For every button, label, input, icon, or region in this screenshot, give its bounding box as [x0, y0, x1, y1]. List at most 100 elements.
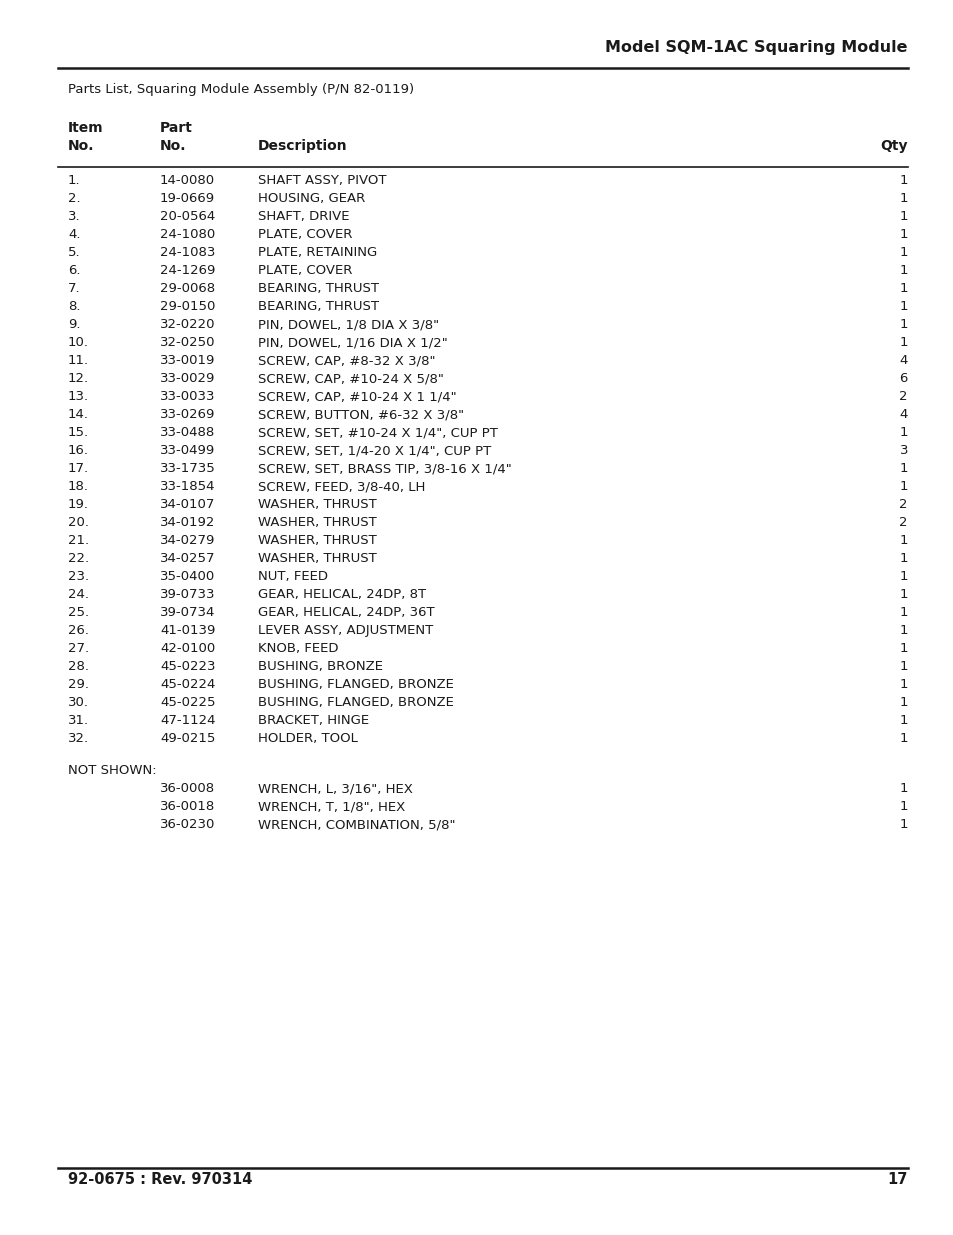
Text: 92-0675 : Rev. 970314: 92-0675 : Rev. 970314: [68, 1172, 253, 1187]
Text: 14-0080: 14-0080: [160, 174, 214, 186]
Text: Qty: Qty: [880, 140, 907, 153]
Text: SCREW, SET, #10-24 X 1/4", CUP PT: SCREW, SET, #10-24 X 1/4", CUP PT: [257, 426, 497, 438]
Text: PIN, DOWEL, 1/16 DIA X 1/2": PIN, DOWEL, 1/16 DIA X 1/2": [257, 336, 447, 350]
Text: 1: 1: [899, 732, 907, 745]
Text: 1: 1: [899, 462, 907, 475]
Text: 19.: 19.: [68, 498, 89, 511]
Text: 21.: 21.: [68, 534, 89, 547]
Text: NUT, FEED: NUT, FEED: [257, 571, 328, 583]
Text: 32-0250: 32-0250: [160, 336, 215, 350]
Text: 8.: 8.: [68, 300, 80, 312]
Text: 11.: 11.: [68, 354, 89, 367]
Text: WRENCH, L, 3/16", HEX: WRENCH, L, 3/16", HEX: [257, 782, 413, 795]
Text: 35-0400: 35-0400: [160, 571, 215, 583]
Text: 1: 1: [899, 659, 907, 673]
Text: 17.: 17.: [68, 462, 89, 475]
Text: 17: 17: [886, 1172, 907, 1187]
Text: 7.: 7.: [68, 282, 81, 295]
Text: HOUSING, GEAR: HOUSING, GEAR: [257, 191, 365, 205]
Text: 24.: 24.: [68, 588, 89, 601]
Text: BUSHING, BRONZE: BUSHING, BRONZE: [257, 659, 382, 673]
Text: GEAR, HELICAL, 24DP, 36T: GEAR, HELICAL, 24DP, 36T: [257, 606, 435, 619]
Text: 34-0107: 34-0107: [160, 498, 215, 511]
Text: 9.: 9.: [68, 317, 80, 331]
Text: 34-0192: 34-0192: [160, 516, 215, 529]
Text: WRENCH, T, 1/8", HEX: WRENCH, T, 1/8", HEX: [257, 800, 405, 813]
Text: 36-0018: 36-0018: [160, 800, 215, 813]
Text: 1: 1: [899, 228, 907, 241]
Text: 36-0230: 36-0230: [160, 818, 215, 831]
Text: 2: 2: [899, 516, 907, 529]
Text: No.: No.: [160, 140, 186, 153]
Text: SHAFT, DRIVE: SHAFT, DRIVE: [257, 210, 349, 224]
Text: SCREW, BUTTON, #6-32 X 3/8": SCREW, BUTTON, #6-32 X 3/8": [257, 408, 464, 421]
Text: 5.: 5.: [68, 246, 81, 259]
Text: 33-0033: 33-0033: [160, 390, 215, 403]
Text: 1: 1: [899, 264, 907, 277]
Text: 33-0019: 33-0019: [160, 354, 215, 367]
Text: 1: 1: [899, 588, 907, 601]
Text: 20-0564: 20-0564: [160, 210, 215, 224]
Text: BEARING, THRUST: BEARING, THRUST: [257, 282, 378, 295]
Text: 1: 1: [899, 571, 907, 583]
Text: 33-0488: 33-0488: [160, 426, 215, 438]
Text: 24-1083: 24-1083: [160, 246, 215, 259]
Text: 19-0669: 19-0669: [160, 191, 214, 205]
Text: BUSHING, FLANGED, BRONZE: BUSHING, FLANGED, BRONZE: [257, 697, 454, 709]
Text: BRACKET, HINGE: BRACKET, HINGE: [257, 714, 369, 727]
Text: PIN, DOWEL, 1/8 DIA X 3/8": PIN, DOWEL, 1/8 DIA X 3/8": [257, 317, 438, 331]
Text: 1: 1: [899, 624, 907, 637]
Text: 6: 6: [899, 372, 907, 385]
Text: 1: 1: [899, 714, 907, 727]
Text: Part: Part: [160, 121, 193, 135]
Text: SHAFT ASSY, PIVOT: SHAFT ASSY, PIVOT: [257, 174, 386, 186]
Text: PLATE, COVER: PLATE, COVER: [257, 228, 352, 241]
Text: KNOB, FEED: KNOB, FEED: [257, 642, 338, 655]
Text: 1: 1: [899, 210, 907, 224]
Text: SCREW, SET, BRASS TIP, 3/8-16 X 1/4": SCREW, SET, BRASS TIP, 3/8-16 X 1/4": [257, 462, 511, 475]
Text: 26.: 26.: [68, 624, 89, 637]
Text: 1: 1: [899, 317, 907, 331]
Text: BUSHING, FLANGED, BRONZE: BUSHING, FLANGED, BRONZE: [257, 678, 454, 692]
Text: 27.: 27.: [68, 642, 89, 655]
Text: Description: Description: [257, 140, 347, 153]
Text: SCREW, CAP, #10-24 X 5/8": SCREW, CAP, #10-24 X 5/8": [257, 372, 443, 385]
Text: 33-1735: 33-1735: [160, 462, 215, 475]
Text: 25.: 25.: [68, 606, 89, 619]
Text: Model SQM-1AC Squaring Module: Model SQM-1AC Squaring Module: [605, 40, 907, 56]
Text: SCREW, SET, 1/4-20 X 1/4", CUP PT: SCREW, SET, 1/4-20 X 1/4", CUP PT: [257, 445, 491, 457]
Text: WASHER, THRUST: WASHER, THRUST: [257, 552, 376, 564]
Text: 3: 3: [899, 445, 907, 457]
Text: 28.: 28.: [68, 659, 89, 673]
Text: No.: No.: [68, 140, 94, 153]
Text: BEARING, THRUST: BEARING, THRUST: [257, 300, 378, 312]
Text: 1: 1: [899, 282, 907, 295]
Text: 31.: 31.: [68, 714, 89, 727]
Text: 1: 1: [899, 678, 907, 692]
Text: 45-0225: 45-0225: [160, 697, 215, 709]
Text: 24-1080: 24-1080: [160, 228, 215, 241]
Text: 29-0068: 29-0068: [160, 282, 214, 295]
Text: 1: 1: [899, 697, 907, 709]
Text: 20.: 20.: [68, 516, 89, 529]
Text: 41-0139: 41-0139: [160, 624, 215, 637]
Text: Item: Item: [68, 121, 104, 135]
Text: SCREW, CAP, #8-32 X 3/8": SCREW, CAP, #8-32 X 3/8": [257, 354, 435, 367]
Text: GEAR, HELICAL, 24DP, 8T: GEAR, HELICAL, 24DP, 8T: [257, 588, 426, 601]
Text: SCREW, FEED, 3/8-40, LH: SCREW, FEED, 3/8-40, LH: [257, 480, 425, 493]
Text: 39-0733: 39-0733: [160, 588, 215, 601]
Text: 1: 1: [899, 800, 907, 813]
Text: 34-0279: 34-0279: [160, 534, 215, 547]
Text: 29-0150: 29-0150: [160, 300, 215, 312]
Text: 22.: 22.: [68, 552, 89, 564]
Text: 1: 1: [899, 606, 907, 619]
Text: 39-0734: 39-0734: [160, 606, 215, 619]
Text: 33-1854: 33-1854: [160, 480, 215, 493]
Text: 1.: 1.: [68, 174, 81, 186]
Text: 1: 1: [899, 300, 907, 312]
Text: 32.: 32.: [68, 732, 89, 745]
Text: SCREW, CAP, #10-24 X 1 1/4": SCREW, CAP, #10-24 X 1 1/4": [257, 390, 456, 403]
Text: NOT SHOWN:: NOT SHOWN:: [68, 764, 156, 777]
Text: 2: 2: [899, 390, 907, 403]
Text: 49-0215: 49-0215: [160, 732, 215, 745]
